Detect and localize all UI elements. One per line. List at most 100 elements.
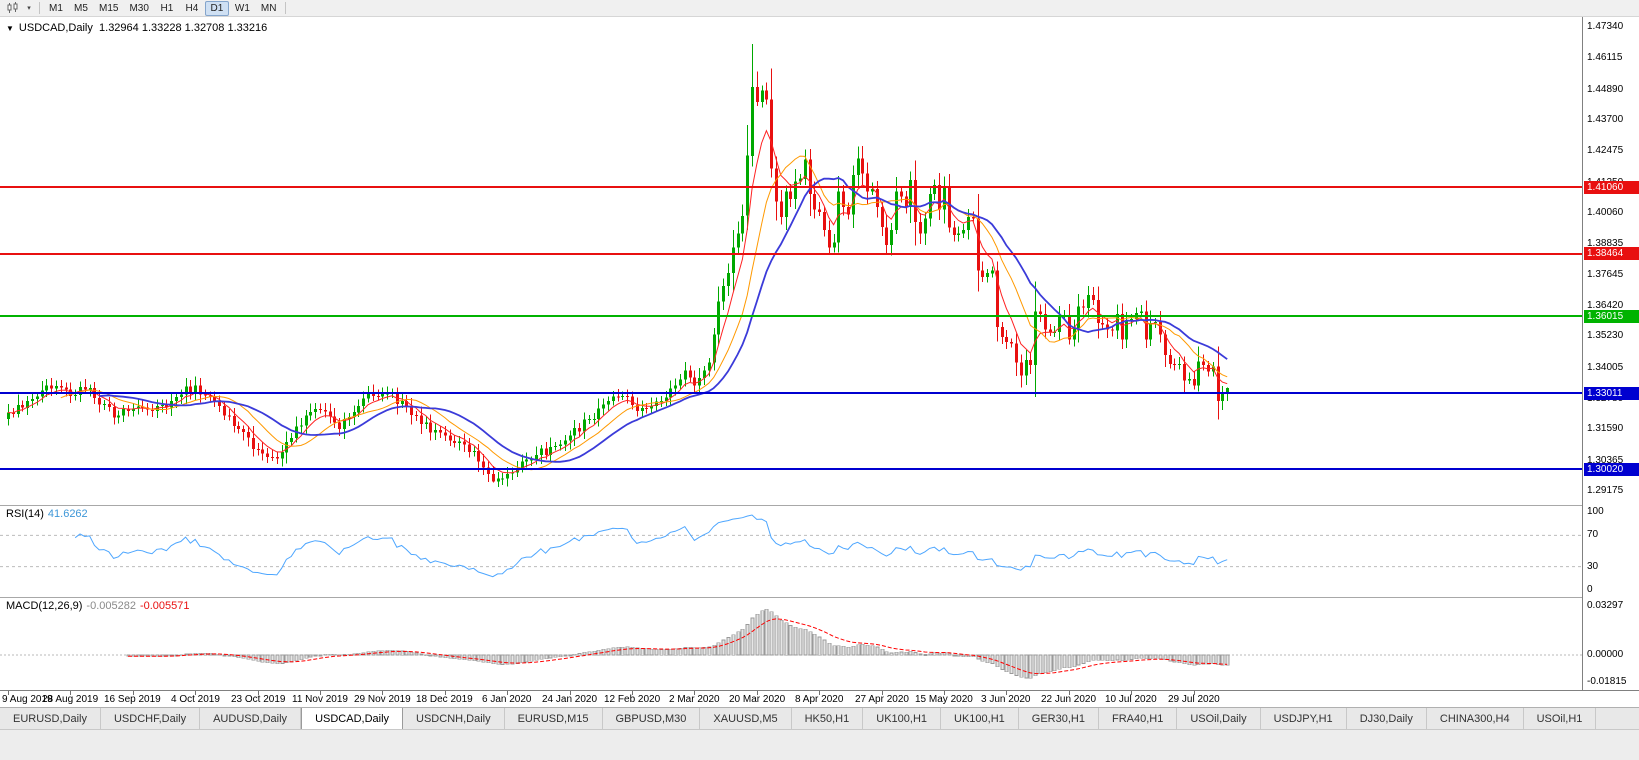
date-label: 11 Nov 2019 <box>292 694 348 705</box>
main-chart-panel: ▼ USDCAD,Daily 1.32964 1.33228 1.32708 1.… <box>0 17 1582 505</box>
price-tick-label: 1.31590 <box>1587 423 1624 435</box>
chart-tab-ger30-h1[interactable]: GER30,H1 <box>1019 708 1099 729</box>
date-tick <box>70 691 71 695</box>
date-label: 22 Jun 2020 <box>1041 694 1097 705</box>
date-tick <box>944 691 945 695</box>
price-tick-label: 1.43700 <box>1587 113 1624 125</box>
chart-type-button[interactable] <box>3 1 23 16</box>
price-tick-label: 1.30365 <box>1587 454 1624 466</box>
date-tick <box>1194 691 1195 695</box>
date-tick <box>133 691 134 695</box>
chart-window: ▼ USDCAD,Daily 1.32964 1.33228 1.32708 1.… <box>0 17 1639 690</box>
timeframe-button-d1[interactable]: D1 <box>204 0 229 16</box>
chart-tab-uk100-h1[interactable]: UK100,H1 <box>941 708 1019 729</box>
toolbar: ▾ M1 M5 M15 M30 H1 H4 D1 W1 MN <box>0 0 1639 17</box>
timeframe-button-m30[interactable]: M30 <box>129 2 149 14</box>
macd-canvas[interactable] <box>0 598 1582 690</box>
price-tick-label: 1.42475 <box>1587 145 1624 157</box>
date-label: 27 Apr 2020 <box>855 694 909 705</box>
price-tick-label: 1.29175 <box>1587 485 1624 496</box>
timeframe-button-mn[interactable]: MN <box>260 2 277 14</box>
horizontal-level-lines[interactable] <box>0 186 1582 470</box>
date-label: 15 May 2020 <box>915 694 973 705</box>
date-label: 2 Mar 2020 <box>669 694 720 705</box>
rsi-label: RSI(14) 41.6262 <box>6 508 88 520</box>
price-level-tag[interactable]: 1.38464 <box>1584 247 1639 261</box>
timeframe-button-h4[interactable]: H4 <box>185 2 199 14</box>
date-label: 10 Jul 2020 <box>1105 694 1157 705</box>
macd-main-value: -0.005282 <box>86 600 136 612</box>
chart-tab-gbpusd-m30[interactable]: GBPUSD,M30 <box>603 708 701 729</box>
chart-tab-xauusd-m5[interactable]: XAUUSD,M5 <box>700 708 792 729</box>
price-tick-label: 1.40060 <box>1587 206 1624 218</box>
panel-separator[interactable] <box>0 597 1639 598</box>
price-level-tag[interactable]: 1.33011 <box>1584 386 1639 400</box>
date-tick <box>258 691 259 695</box>
date-tick <box>195 691 196 695</box>
chart-title-ohlc: 1.32964 1.33228 1.32708 1.33216 <box>99 22 268 34</box>
chart-tab-eurusd-daily[interactable]: EURUSD,Daily <box>0 708 101 729</box>
chart-tab-fra40-h1[interactable]: FRA40,H1 <box>1099 708 1178 729</box>
price-level-tag[interactable]: 1.36015 <box>1584 309 1639 323</box>
moving-average-lines <box>7 129 1228 474</box>
timeframe-button-m1[interactable]: M1 <box>49 2 63 14</box>
timeframe-button-h1[interactable]: H1 <box>160 2 174 14</box>
rsi-axis-label: 70 <box>1587 529 1599 541</box>
chart-tab-audusd-daily[interactable]: AUDUSD,Daily <box>200 708 302 729</box>
chart-tab-usdchf-daily[interactable]: USDCHF,Daily <box>101 708 201 729</box>
rsi-axis-label: 0 <box>1587 584 1593 595</box>
date-label: 18 Dec 2019 <box>416 694 473 705</box>
price-tick-label: 1.35230 <box>1587 330 1624 342</box>
chart-tab-usdcnh-daily[interactable]: USDCNH,Daily <box>403 708 505 729</box>
date-label: 8 Apr 2020 <box>795 694 844 705</box>
chart-tab-dj30-daily[interactable]: DJ30,Daily <box>1347 708 1427 729</box>
price-tick-label: 1.34005 <box>1587 361 1624 373</box>
price-level-tag[interactable]: 1.30020 <box>1584 462 1639 476</box>
date-tick <box>882 691 883 695</box>
date-label: 6 Jan 2020 <box>482 694 532 705</box>
date-tick <box>632 691 633 695</box>
status-bar <box>0 729 1639 760</box>
date-label: 3 Jun 2020 <box>981 694 1031 705</box>
date-label: 28 Aug 2019 <box>42 694 99 705</box>
chart-tab-usdjpy-h1[interactable]: USDJPY,H1 <box>1261 708 1347 729</box>
date-label: 24 Jan 2020 <box>542 694 598 705</box>
rsi-canvas[interactable] <box>0 506 1582 597</box>
toolbar-separator <box>39 2 40 14</box>
macd-axis-label: 0.00000 <box>1587 649 1624 661</box>
chart-tab-hk50-h1[interactable]: HK50,H1 <box>792 708 864 729</box>
chart-tab-usdcad-daily[interactable]: USDCAD,Daily <box>301 708 404 729</box>
date-label: 29 Jul 2020 <box>1168 694 1220 705</box>
date-tick <box>445 691 446 695</box>
chart-tab-usoil-h1[interactable]: USOil,H1 <box>1524 708 1597 729</box>
date-tick <box>1131 691 1132 695</box>
indicator-collapse-icon[interactable]: ▼ <box>6 24 14 33</box>
chart-title-symbol: USDCAD,Daily <box>18 22 93 34</box>
chart-tab-uk100-h1[interactable]: UK100,H1 <box>863 708 942 729</box>
date-tick <box>320 691 321 695</box>
timeframe-button-w1[interactable]: W1 <box>234 2 250 14</box>
chart-tab-usoil-daily[interactable]: USOil,Daily <box>1177 708 1261 729</box>
timeframe-button-m5[interactable]: M5 <box>74 2 88 14</box>
rsi-axis-label: 100 <box>1587 506 1604 517</box>
chart-tab-china300-h4[interactable]: CHINA300,H4 <box>1427 708 1524 729</box>
date-label: 16 Sep 2019 <box>104 694 161 705</box>
chart-tab-eurusd-m15[interactable]: EURUSD,M15 <box>505 708 603 729</box>
price-tick-label: 1.44890 <box>1587 83 1624 95</box>
macd-axis-label: 0.03297 <box>1587 600 1624 611</box>
chart-type-dropdown-caret-icon[interactable]: ▾ <box>27 5 31 12</box>
toolbar-separator <box>285 2 287 14</box>
rsi-axis-label: 30 <box>1587 560 1599 572</box>
date-tick <box>570 691 571 695</box>
date-label: 20 Mar 2020 <box>729 694 786 705</box>
macd-signal-value: -0.005571 <box>139 600 190 612</box>
timeframe-button-m15[interactable]: M15 <box>99 2 119 14</box>
panel-separator[interactable] <box>0 505 1639 506</box>
main-chart-canvas[interactable] <box>0 17 1582 505</box>
price-axis[interactable]: 1.473401.461151.448901.437001.424751.412… <box>1582 17 1639 690</box>
date-axis[interactable]: 9 Aug 2019 28 Aug 2019 16 Sep 2019 4 Oct 20… <box>0 690 1639 707</box>
date-tick <box>1069 691 1070 695</box>
price-tick-label: 1.36420 <box>1587 299 1624 311</box>
price-level-tag[interactable]: 1.41060 <box>1584 180 1639 194</box>
